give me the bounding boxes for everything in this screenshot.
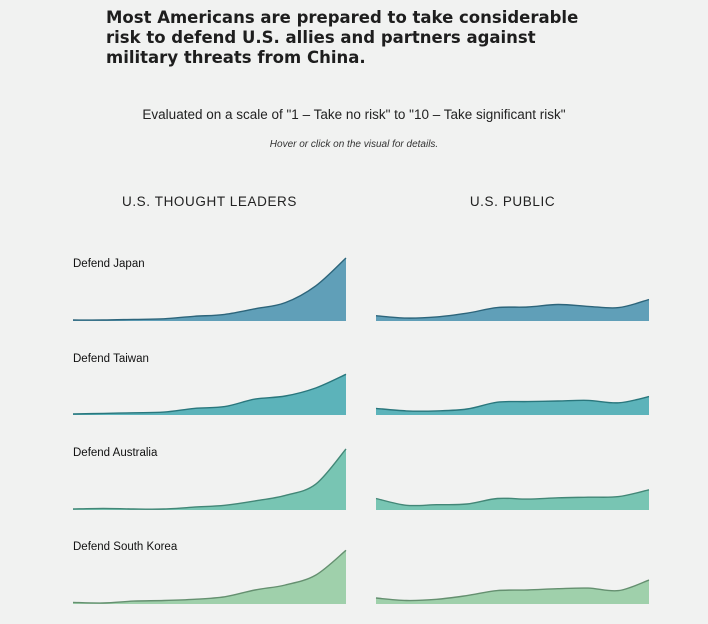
area-outline [375,579,650,602]
column-header-thought-leaders: U.S. THOUGHT LEADERS [121,194,298,209]
area-series-defend-australiathought-leaders[interactable] [72,448,347,510]
row-label-japan: Defend Japan [73,258,145,270]
area-fill[interactable] [376,396,649,415]
area-fill[interactable] [376,580,649,604]
area-series-defend-japanpublic[interactable] [375,298,650,322]
area-series-defend-south-koreathought-leaders[interactable] [72,549,347,604]
column-header-public: U.S. PUBLIC [469,194,556,209]
chart-title: Most Americans are prepared to take cons… [106,8,579,67]
area-outline [375,395,650,412]
area-fill[interactable] [73,258,346,321]
area-series-defend-south-koreapublic[interactable] [375,579,650,604]
row-label-taiwan: Defend Taiwan [73,353,149,365]
area-outline [375,489,650,507]
area-series-defend-japanthought-leaders[interactable] [72,257,347,321]
area-fill[interactable] [73,374,346,415]
area-outline [72,448,347,510]
row-label-australia: Defend Australia [73,447,158,459]
area-outline [375,298,650,319]
area-series-defend-australiapublic[interactable] [375,489,650,510]
area-fill[interactable] [73,448,346,510]
row-label-south-korea: Defend South Korea [73,541,178,553]
area-series-defend-taiwanpublic[interactable] [375,395,650,415]
interaction-hint: Hover or click on the visual for details… [269,139,439,150]
chart-subtitle: Evaluated on a scale of "1 – Take no ris… [142,107,566,122]
area-series-defend-taiwanthought-leaders[interactable] [72,373,347,415]
area-outline [72,373,347,415]
area-fill[interactable] [376,489,649,510]
area-fill[interactable] [376,299,649,322]
area-outline [72,549,347,604]
area-fill[interactable] [73,550,346,604]
area-outline [72,257,347,321]
